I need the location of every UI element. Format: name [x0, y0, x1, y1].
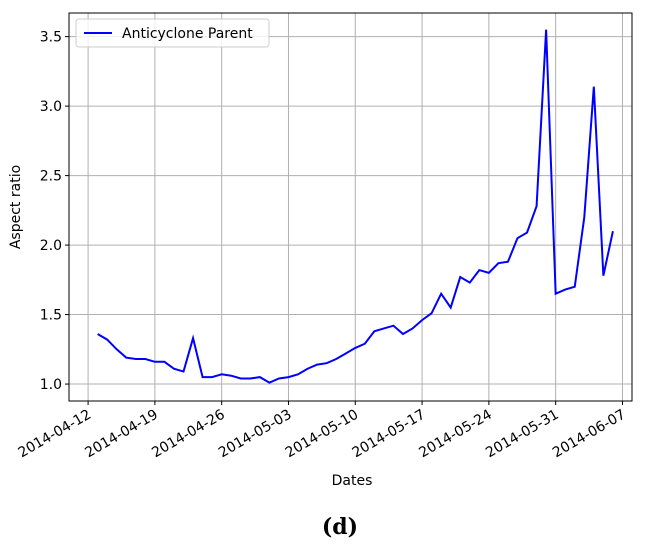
- y-tick-label: 2.0: [40, 238, 62, 254]
- x-axis-label: Dates: [332, 473, 373, 489]
- x-tick-label: 2014-05-31: [483, 407, 561, 462]
- x-tick-label: 2014-04-12: [16, 407, 94, 462]
- y-tick-label: 1.5: [40, 308, 62, 324]
- x-tick-label: 2014-05-03: [216, 407, 294, 462]
- y-tick-label: 1.0: [40, 377, 62, 393]
- x-tick-label: 2014-04-26: [149, 407, 228, 462]
- x-tick-label: 2014-05-24: [416, 407, 495, 462]
- x-tick-label: 2014-05-10: [283, 407, 361, 462]
- x-tick-label: 2014-06-07: [550, 407, 628, 462]
- legend-box: [75, 18, 270, 48]
- y-tick-label: 2.5: [40, 169, 62, 185]
- y-axis-label: Aspect ratio: [8, 165, 24, 249]
- x-tick-label: 2014-05-17: [350, 407, 428, 462]
- caption: (d): [322, 514, 358, 540]
- y-tick-label: 3.5: [40, 30, 62, 46]
- data-line: [97, 29, 614, 384]
- plot-frame: [68, 12, 633, 402]
- x-tick-label: 2014-04-19: [82, 407, 160, 462]
- y-tick-label: 3.0: [40, 99, 62, 115]
- legend-label: Anticyclone Parent: [122, 26, 253, 42]
